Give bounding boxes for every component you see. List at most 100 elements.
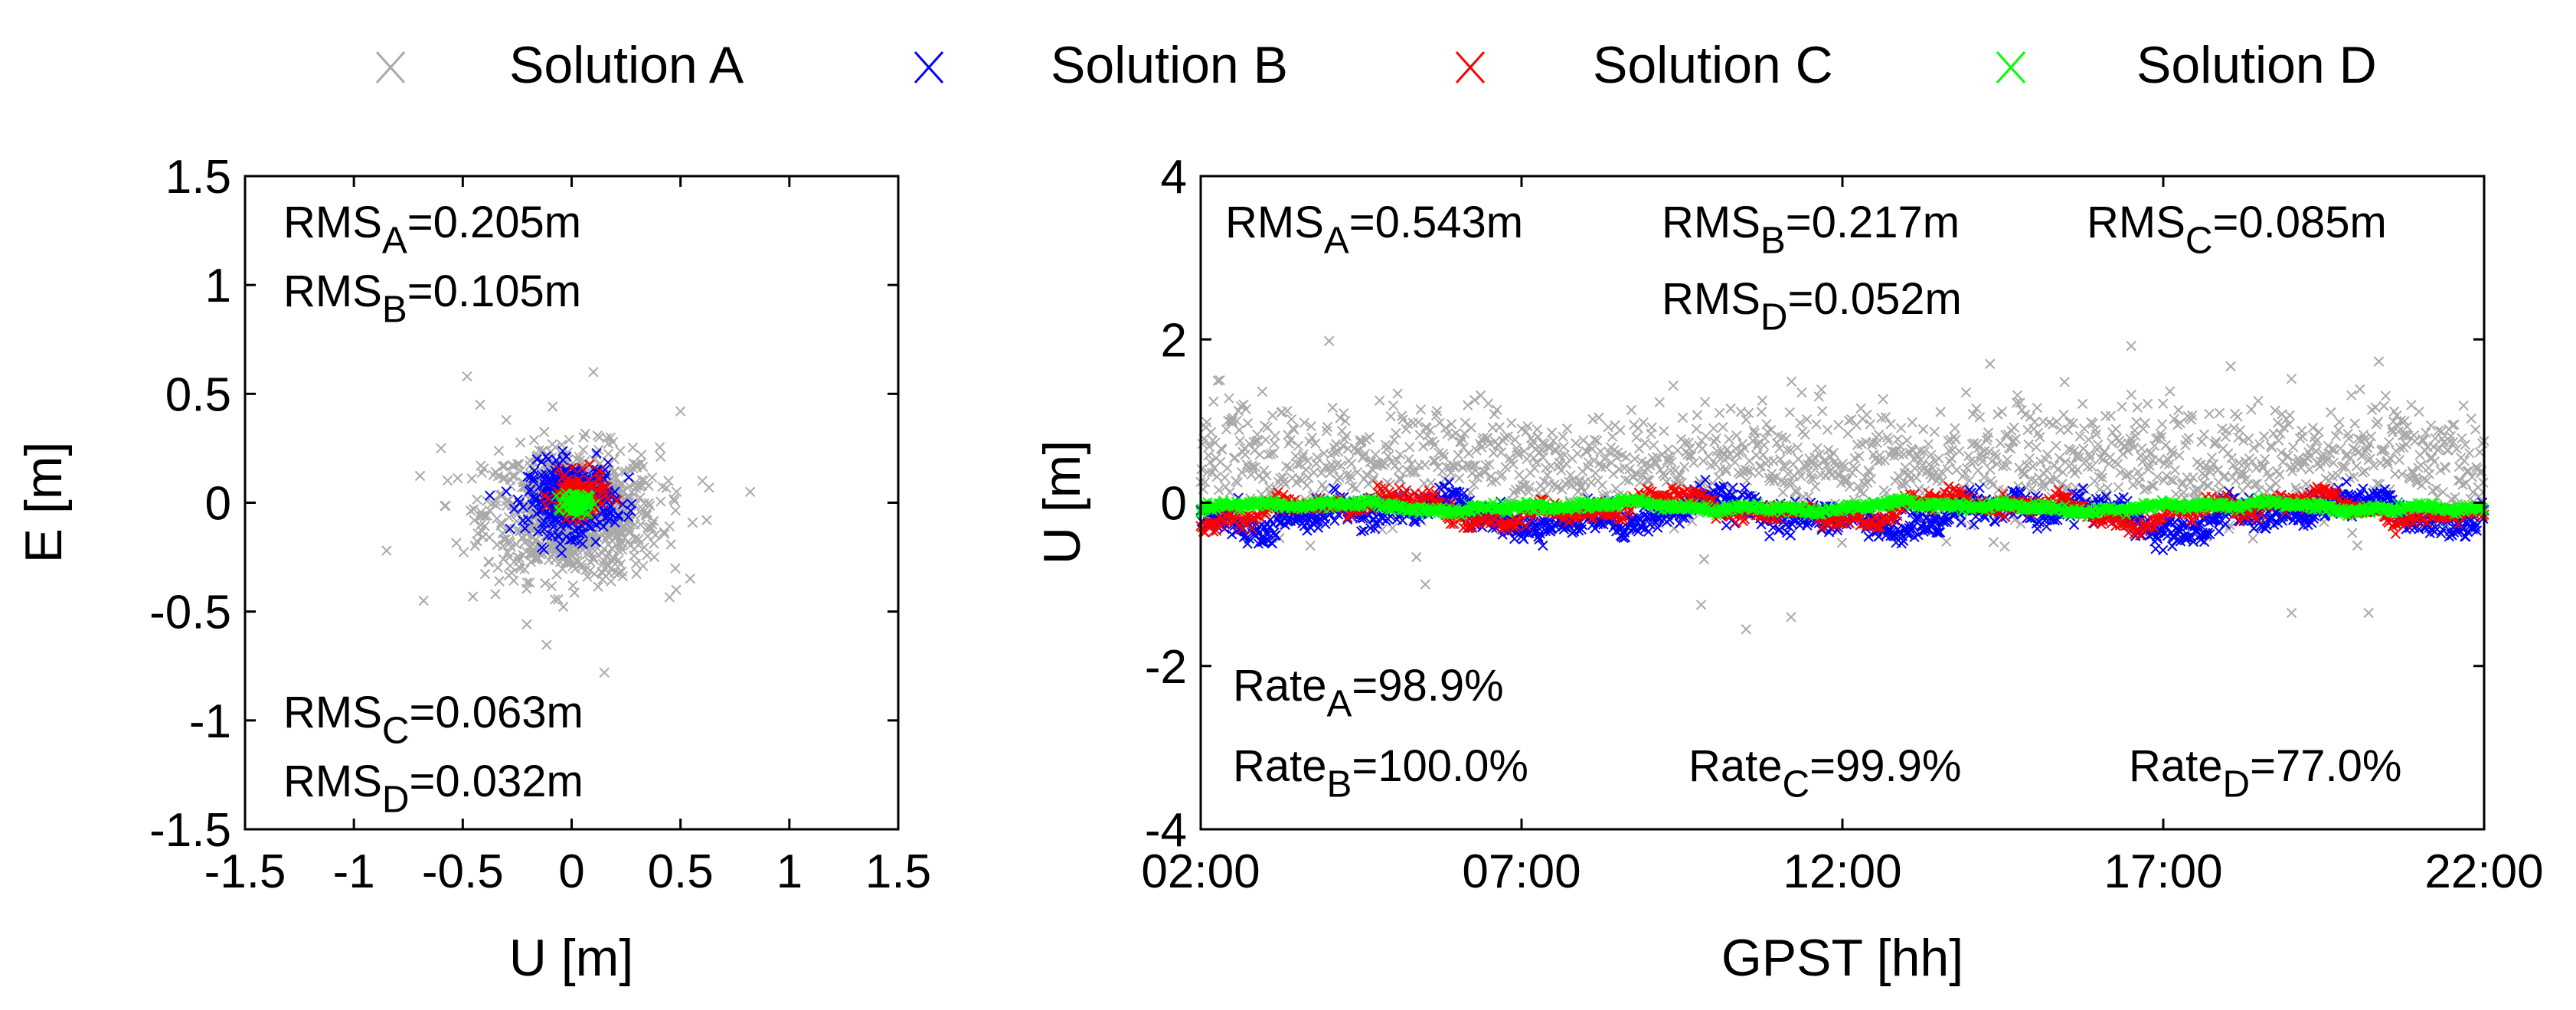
- data-point: [521, 583, 532, 594]
- data-point: [2225, 361, 2236, 372]
- data-point: [2170, 489, 2182, 500]
- data-point: [2214, 407, 2225, 419]
- data-point: [2415, 459, 2426, 471]
- data-point: [2169, 465, 2181, 476]
- data-point: [1219, 472, 1231, 483]
- data-point: [2286, 607, 2297, 619]
- data-point: [2058, 409, 2069, 420]
- data-point: [1850, 463, 1862, 474]
- data-point: [2102, 482, 2113, 493]
- data-point: [2458, 400, 2469, 411]
- data-point: [1858, 488, 1869, 498]
- data-point: [1784, 407, 1795, 418]
- data-point: [576, 562, 587, 574]
- data-point: [476, 507, 486, 518]
- data-point: [1960, 387, 1972, 398]
- data-point: [606, 576, 616, 587]
- data-point: [1391, 427, 1401, 439]
- data-point: [466, 505, 476, 516]
- annotation-0: RMSA=0.205m: [283, 198, 581, 261]
- data-point: [1339, 407, 1349, 419]
- data-point: [649, 538, 659, 549]
- data-point: [563, 551, 574, 563]
- data-point: [1698, 554, 1710, 565]
- data-point: [1796, 387, 1807, 398]
- data-point: [2429, 456, 2440, 467]
- data-point: [436, 443, 446, 454]
- data-point: [497, 528, 508, 539]
- data-point: [1415, 404, 1427, 415]
- data-point: [593, 581, 603, 592]
- data-point: [2457, 479, 2468, 490]
- data-point: [644, 500, 655, 511]
- legend-item-d[interactable]: Solution D: [1996, 36, 2377, 94]
- data-point: [2464, 448, 2475, 459]
- data-point: [490, 589, 501, 600]
- data-point: [1392, 388, 1403, 399]
- data-point: [2287, 442, 2299, 453]
- data-point: [2196, 436, 2207, 447]
- data-point: [1417, 441, 1429, 452]
- data-point: [2199, 470, 2211, 481]
- legend-item-a[interactable]: Solution A: [375, 36, 744, 94]
- data-point: [1395, 474, 1407, 485]
- data-point: [1267, 410, 1278, 421]
- data-point: [1729, 456, 1741, 468]
- data-point: [1420, 459, 1430, 470]
- data-point: [2166, 541, 2178, 551]
- data-point: [1695, 600, 1707, 610]
- data-point: [1319, 483, 1330, 495]
- data-point: [547, 439, 558, 449]
- data-point: [530, 534, 541, 545]
- data-point: [1208, 396, 1219, 407]
- data-point: [451, 538, 462, 548]
- data-point: [2286, 373, 2297, 384]
- data-point: [2378, 400, 2389, 411]
- left-y-axis-label: E [m]: [15, 442, 73, 564]
- data-point: [588, 552, 599, 563]
- data-point: [479, 568, 491, 580]
- data-point: [2174, 450, 2185, 461]
- data-point: [1999, 541, 2010, 552]
- data-point: [670, 563, 681, 574]
- data-point: [467, 591, 479, 602]
- data-point: [1878, 394, 1888, 405]
- x-tick-label: -0.5: [422, 845, 504, 898]
- data-point: [1833, 420, 1844, 430]
- data-point: [1741, 475, 1753, 486]
- legend-item-c[interactable]: Solution C: [1455, 36, 1833, 94]
- data-point: [1603, 422, 1613, 433]
- data-point: [493, 446, 505, 456]
- data-point: [497, 461, 508, 472]
- data-point: [2117, 449, 2128, 459]
- data-point: [2334, 417, 2345, 427]
- data-point: [511, 525, 522, 536]
- data-point: [494, 576, 505, 587]
- data-point: [1699, 397, 1711, 407]
- data-point: [1305, 540, 1316, 551]
- data-point: [2204, 408, 2215, 420]
- data-point: [1988, 537, 1999, 547]
- data-point: [2032, 402, 2043, 413]
- data-point: [615, 446, 626, 456]
- data-point: [508, 503, 520, 515]
- data-point: [1995, 438, 2006, 449]
- legend-item-b[interactable]: Solution B: [914, 36, 1288, 94]
- data-point: [2110, 423, 2121, 435]
- data-point: [2112, 459, 2123, 469]
- data-point: [2157, 544, 2169, 556]
- data-point: [1672, 445, 1683, 456]
- y-tick-label: -1.5: [149, 804, 231, 857]
- data-point: [1267, 538, 1278, 549]
- y-tick-label: 0.5: [165, 368, 231, 421]
- data-point: [1873, 430, 1885, 440]
- data-point: [1483, 398, 1494, 409]
- data-point: [1597, 479, 1608, 491]
- data-point: [1205, 456, 1216, 468]
- data-point: [505, 561, 515, 571]
- y-tick-label: -0.5: [149, 587, 231, 639]
- data-point: [1394, 449, 1406, 460]
- data-point: [1446, 419, 1457, 430]
- data-point: [2019, 469, 2030, 480]
